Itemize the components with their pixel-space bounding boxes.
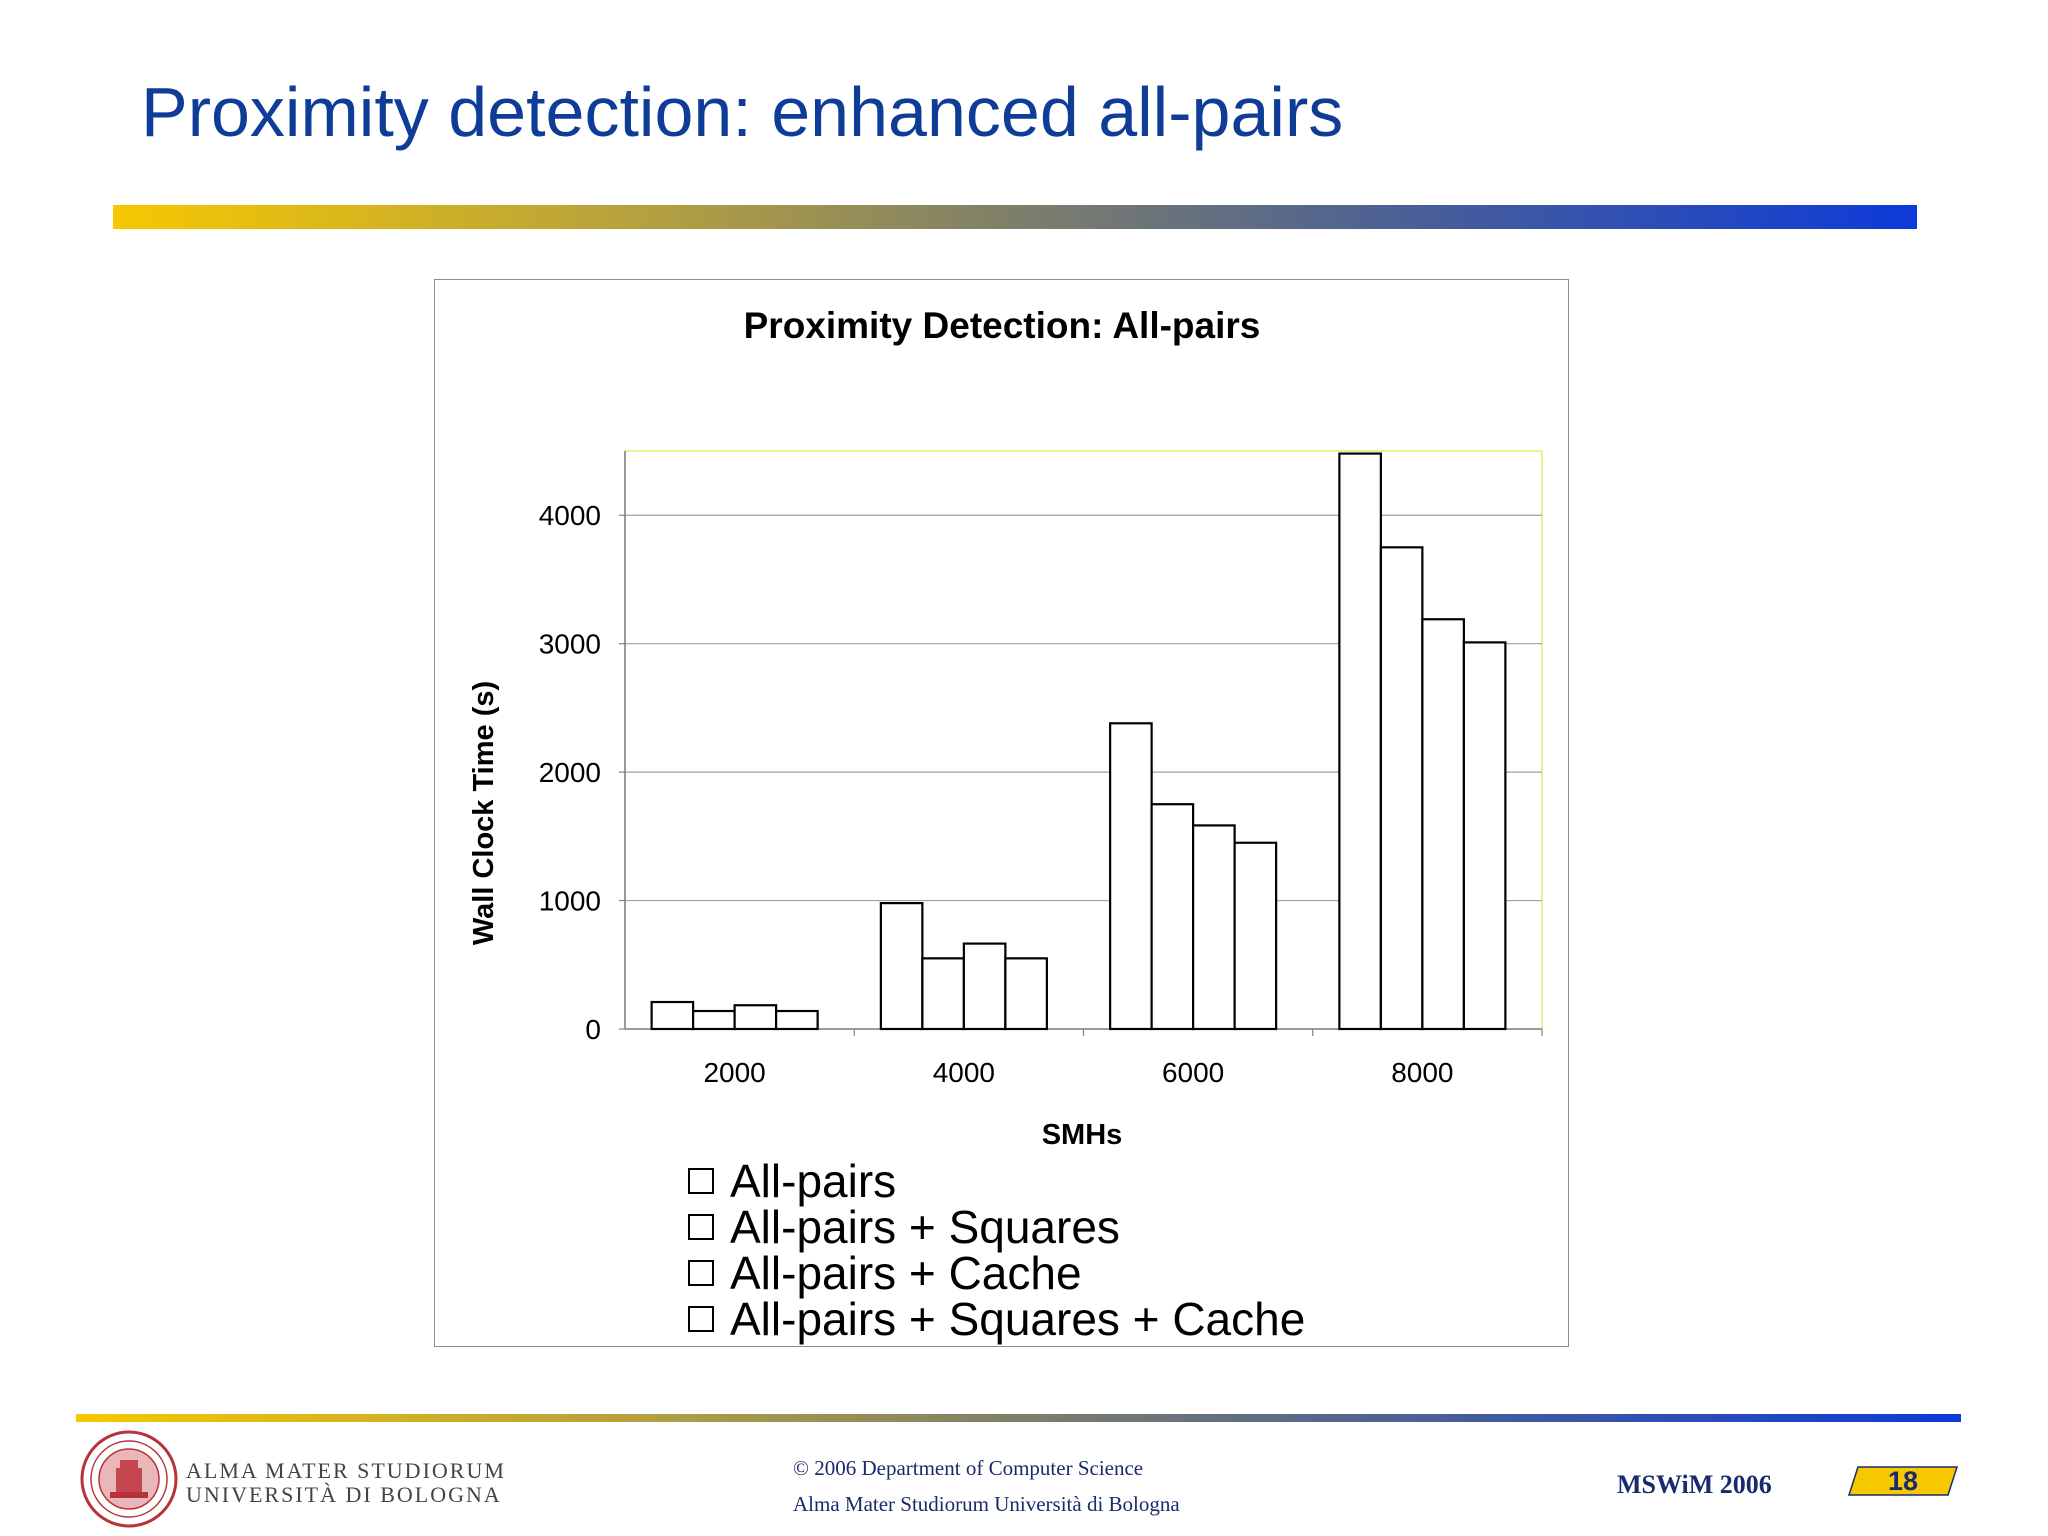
- bar: [1338, 452, 1382, 1031]
- bar: [1192, 824, 1236, 1031]
- bar: [1150, 803, 1195, 1031]
- bar: [1421, 618, 1465, 1031]
- y-tick-label: 0: [585, 1014, 601, 1045]
- legend-item: All-pairs: [688, 1158, 1305, 1204]
- legend-item: All-pairs + Cache: [688, 1250, 1305, 1296]
- bar: [879, 902, 924, 1031]
- copyright-text: © 2006 Department of Computer Science: [793, 1456, 1144, 1480]
- legend-item: All-pairs + Squares: [688, 1204, 1305, 1250]
- y-tick-label: 3000: [539, 629, 601, 660]
- legend-swatch: [688, 1214, 714, 1240]
- y-axis-title: Wall Clock Time (s): [468, 681, 500, 945]
- x-tick-label: 8000: [1391, 1057, 1453, 1088]
- bar: [1109, 722, 1153, 1031]
- bar: [921, 957, 965, 1031]
- legend-item: All-pairs + Squares + Cache: [688, 1296, 1305, 1342]
- university-name-line1: ALMA MATER STUDIORUM: [186, 1458, 506, 1483]
- legend-label: All-pairs + Cache: [730, 1247, 1082, 1299]
- university-name-line2: UNIVERSITÀ DI BOLOGNA: [186, 1482, 502, 1507]
- title-divider: [113, 205, 1917, 229]
- legend-label: All-pairs: [730, 1155, 897, 1207]
- bar: [775, 1009, 819, 1031]
- bar-chart: Proximity Detection: All-pairs 0 1000 2000…: [468, 305, 1543, 1151]
- y-tick-label: 2000: [539, 757, 601, 788]
- bar: [692, 1009, 736, 1031]
- bar: [1233, 841, 1278, 1031]
- x-axis-title: SMHs: [1042, 1119, 1123, 1151]
- slide-title: Proximity detection: enhanced all-pairs: [141, 73, 1344, 151]
- legend-label: All-pairs + Squares + Cache: [730, 1293, 1306, 1345]
- x-tick-label: 6000: [1162, 1057, 1224, 1088]
- chart-title: Proximity Detection: All-pairs: [744, 305, 1261, 346]
- conference-name: MSWiM 2006: [1617, 1470, 1772, 1499]
- page-number: 18: [1887, 1466, 1919, 1496]
- bar: [733, 1004, 778, 1031]
- university-seal-logo: [80, 1430, 178, 1528]
- y-tick-label: 1000: [539, 886, 601, 917]
- legend-swatch: [688, 1260, 714, 1286]
- y-tick-label: 4000: [539, 500, 601, 531]
- bar: [962, 942, 1007, 1031]
- bar: [1462, 641, 1507, 1031]
- legend-label: All-pairs + Squares: [730, 1201, 1120, 1253]
- institution-text: Alma Mater Studiorum Università di Bolog…: [793, 1492, 1180, 1516]
- chart-legend: All-pairs All-pairs + Squares All-pairs …: [688, 1158, 1305, 1342]
- chart-frame: Proximity Detection: All-pairs 0 1000 2000…: [434, 279, 1569, 1347]
- footer-divider: [76, 1414, 1961, 1422]
- page-number-badge: [1848, 1466, 1958, 1496]
- bar: [650, 1000, 695, 1031]
- bar: [1004, 957, 1048, 1031]
- x-tick-label: 4000: [933, 1057, 995, 1088]
- x-tick-label: 2000: [703, 1057, 765, 1088]
- bar: [1379, 546, 1424, 1031]
- legend-swatch: [688, 1306, 714, 1332]
- legend-swatch: [688, 1168, 714, 1194]
